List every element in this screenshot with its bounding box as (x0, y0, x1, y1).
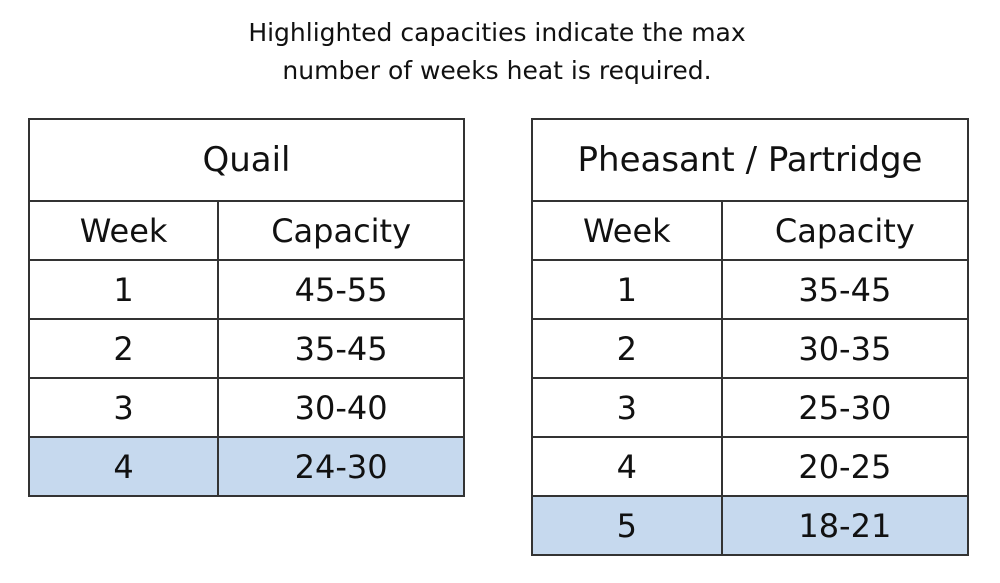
cell: 1 (27, 259, 220, 320)
caption-line: number of weeks heat is required. (282, 56, 712, 85)
cell: 35-45 (720, 259, 970, 320)
cell: 25-30 (720, 377, 970, 438)
header-cell: Week (27, 200, 220, 261)
data-row: 1 35-45 (531, 259, 970, 320)
cell: 35-45 (217, 318, 465, 379)
cell: 2 (531, 318, 723, 379)
cell: 3 (531, 377, 723, 438)
title-row: Pheasant / Partridge (531, 118, 969, 202)
header-cell: Capacity (720, 200, 970, 261)
header-row: Week Capacity (531, 200, 970, 261)
header-cell: Capacity (217, 200, 465, 261)
cell: 1 (531, 259, 723, 320)
cell: 4 (27, 436, 220, 497)
data-row: 4 20-25 (531, 436, 970, 497)
cell: 4 (531, 436, 723, 497)
cell: 20-25 (720, 436, 970, 497)
table-title: Pheasant / Partridge (531, 118, 969, 202)
header-row: Week Capacity (27, 200, 465, 261)
cell: 5 (531, 495, 723, 556)
cell: 24-30 (217, 436, 465, 497)
data-row: 1 45-55 (27, 259, 465, 320)
table: Pheasant / Partridge Week Capacity 1 35-45 2 3… (531, 118, 970, 556)
caption-line: Highlighted capacities indicate the max (248, 18, 746, 47)
cell: 18-21 (720, 495, 970, 556)
data-row: 5 18-21 (531, 495, 970, 556)
header-cell: Week (531, 200, 723, 261)
cell: 3 (27, 377, 220, 438)
data-row: 3 25-30 (531, 377, 970, 438)
data-row: 2 35-45 (27, 318, 465, 379)
cell: 30-40 (217, 377, 465, 438)
data-row: 4 24-30 (27, 436, 465, 497)
cell: 30-35 (720, 318, 970, 379)
table-title: Quail (28, 118, 465, 202)
cell: 2 (27, 318, 220, 379)
table: Quail Week Capacity 1 45-55 2 35-45 3 30-40 4 24-3… (27, 118, 465, 497)
title-row: Quail (28, 118, 465, 202)
cell: 45-55 (217, 259, 465, 320)
caption: Highlighted capacities indicate the max … (0, 14, 994, 90)
data-row: 2 30-35 (531, 318, 970, 379)
data-row: 3 30-40 (27, 377, 465, 438)
